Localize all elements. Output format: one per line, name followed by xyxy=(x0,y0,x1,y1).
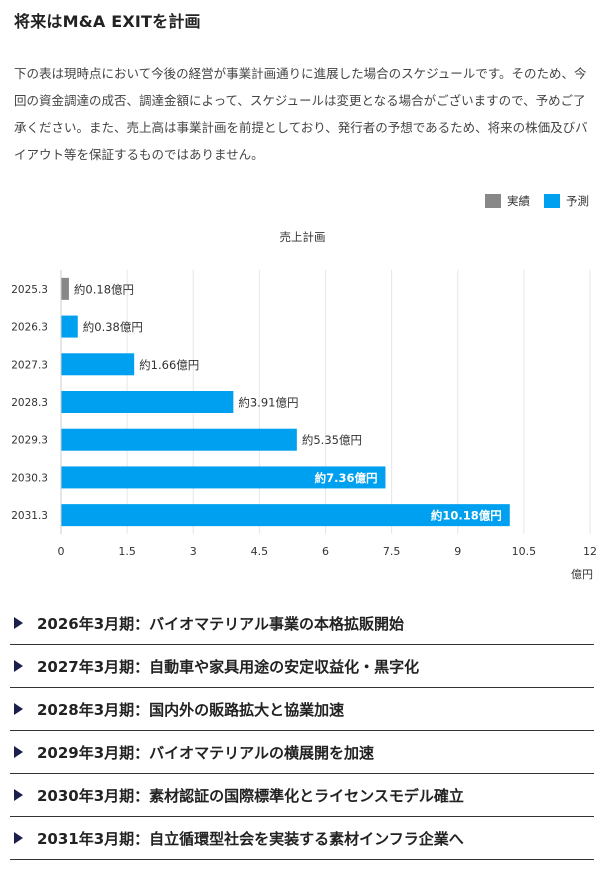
triangle-bullet-icon xyxy=(14,617,23,629)
milestone-list: 2026年3月期：バイオマテリアル事業の本格拡販開始 2027年3月期：自動車や… xyxy=(10,602,594,860)
triangle-bullet-icon xyxy=(14,746,23,758)
bar xyxy=(61,428,297,451)
y-category-label: 2026.3 xyxy=(11,322,48,334)
chart-legend: 実績 予測 xyxy=(485,193,589,209)
y-category-label: 2025.3 xyxy=(11,284,48,296)
triangle-bullet-icon xyxy=(14,832,23,844)
y-category-label: 2029.3 xyxy=(11,435,48,447)
x-tick-label: 4.5 xyxy=(251,545,269,558)
sales-bar-chart: 0 1.5 3 4.5 6 7.5 9 10.5 12 億円 2025.3 約0.18億円 2026.3… xyxy=(11,270,597,581)
triangle-bullet-icon xyxy=(14,703,23,715)
y-category-label: 2030.3 xyxy=(11,472,48,484)
data-label: 約1.66億円 xyxy=(139,358,199,372)
data-label: 約5.35億円 xyxy=(302,433,362,447)
bar xyxy=(61,504,510,527)
x-tick-label: 9 xyxy=(454,545,461,558)
legend-swatch-actual xyxy=(485,194,501,208)
x-tick-label: 1.5 xyxy=(118,545,136,558)
bar xyxy=(61,466,386,489)
milestone-label: 2026年3月期：バイオマテリアル事業の本格拡販開始 xyxy=(37,614,405,633)
legend-label-actual: 実績 xyxy=(507,194,530,208)
data-label: 約0.18億円 xyxy=(74,282,134,296)
x-tick-label: 3 xyxy=(190,545,197,558)
x-tick-label: 10.5 xyxy=(512,545,537,558)
milestone-label: 2027年3月期：自動車や家具用途の安定収益化・黒字化 xyxy=(37,657,420,676)
x-tick-label: 12 xyxy=(583,545,597,558)
milestone-item: 2030年3月期：素材認証の国際標準化とライセンスモデル確立 xyxy=(10,774,594,817)
milestone-item: 2031年3月期：自立循環型社会を実装する素材インフラ企業へ xyxy=(10,817,594,860)
x-tick-label: 0 xyxy=(58,545,65,558)
bar xyxy=(61,391,234,413)
data-label: 約0.38億円 xyxy=(83,320,143,334)
y-category-label: 2027.3 xyxy=(11,359,48,371)
page-title: 将来はM&A EXITを計画 xyxy=(14,12,201,31)
milestone-label: 2029年3月期：バイオマテリアルの横展開を加速 xyxy=(37,743,375,762)
y-category-label: 2028.3 xyxy=(11,397,48,409)
intro-text: 下の表は現時点において今後の経営が事業計画通りに進展した場合のスケジュールです。… xyxy=(14,66,588,162)
milestone-item: 2029年3月期：バイオマテリアルの横展開を加速 xyxy=(10,731,594,774)
chart-title: 売上計画 xyxy=(279,230,326,244)
milestone-label: 2030年3月期：素材認証の国際標準化とライセンスモデル確立 xyxy=(37,786,464,805)
bar xyxy=(61,315,78,338)
x-tick-label: 6 xyxy=(322,545,329,558)
bar xyxy=(61,353,135,376)
milestone-label: 2028年3月期：国内外の販路拡大と協業加速 xyxy=(37,700,345,719)
legend-item-forecast: 予測 xyxy=(544,193,589,209)
milestone-item: 2028年3月期：国内外の販路拡大と協業加速 xyxy=(10,688,594,731)
triangle-bullet-icon xyxy=(14,789,23,801)
x-axis-unit-label: 億円 xyxy=(571,568,593,581)
data-label: 約7.36億円 xyxy=(315,471,378,485)
x-tick-label: 7.5 xyxy=(383,545,401,558)
milestone-label: 2031年3月期：自立循環型社会を実装する素材インフラ企業へ xyxy=(37,829,464,848)
data-label: 約10.18億円 xyxy=(431,509,502,523)
bar xyxy=(61,277,69,300)
milestone-item: 2027年3月期：自動車や家具用途の安定収益化・黒字化 xyxy=(10,645,594,688)
legend-swatch-forecast xyxy=(544,194,560,208)
data-label: 約3.91億円 xyxy=(238,396,298,410)
milestone-item: 2026年3月期：バイオマテリアル事業の本格拡販開始 xyxy=(10,602,594,645)
triangle-bullet-icon xyxy=(14,660,23,672)
y-category-label: 2031.3 xyxy=(11,510,48,522)
legend-item-actual: 実績 xyxy=(485,193,530,209)
legend-label-forecast: 予測 xyxy=(566,194,589,208)
